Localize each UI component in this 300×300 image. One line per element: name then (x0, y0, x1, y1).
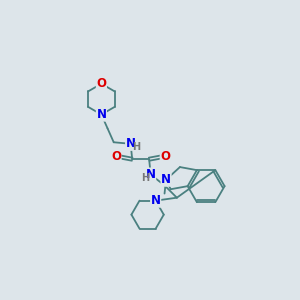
Text: H: H (141, 173, 149, 183)
Text: O: O (111, 150, 121, 164)
Text: N: N (161, 173, 171, 186)
Text: H: H (132, 142, 140, 152)
Text: N: N (126, 137, 136, 150)
Text: N: N (146, 168, 156, 181)
Text: O: O (96, 77, 106, 90)
Text: N: N (151, 194, 161, 207)
Text: O: O (160, 150, 170, 164)
Text: N: N (96, 108, 106, 121)
